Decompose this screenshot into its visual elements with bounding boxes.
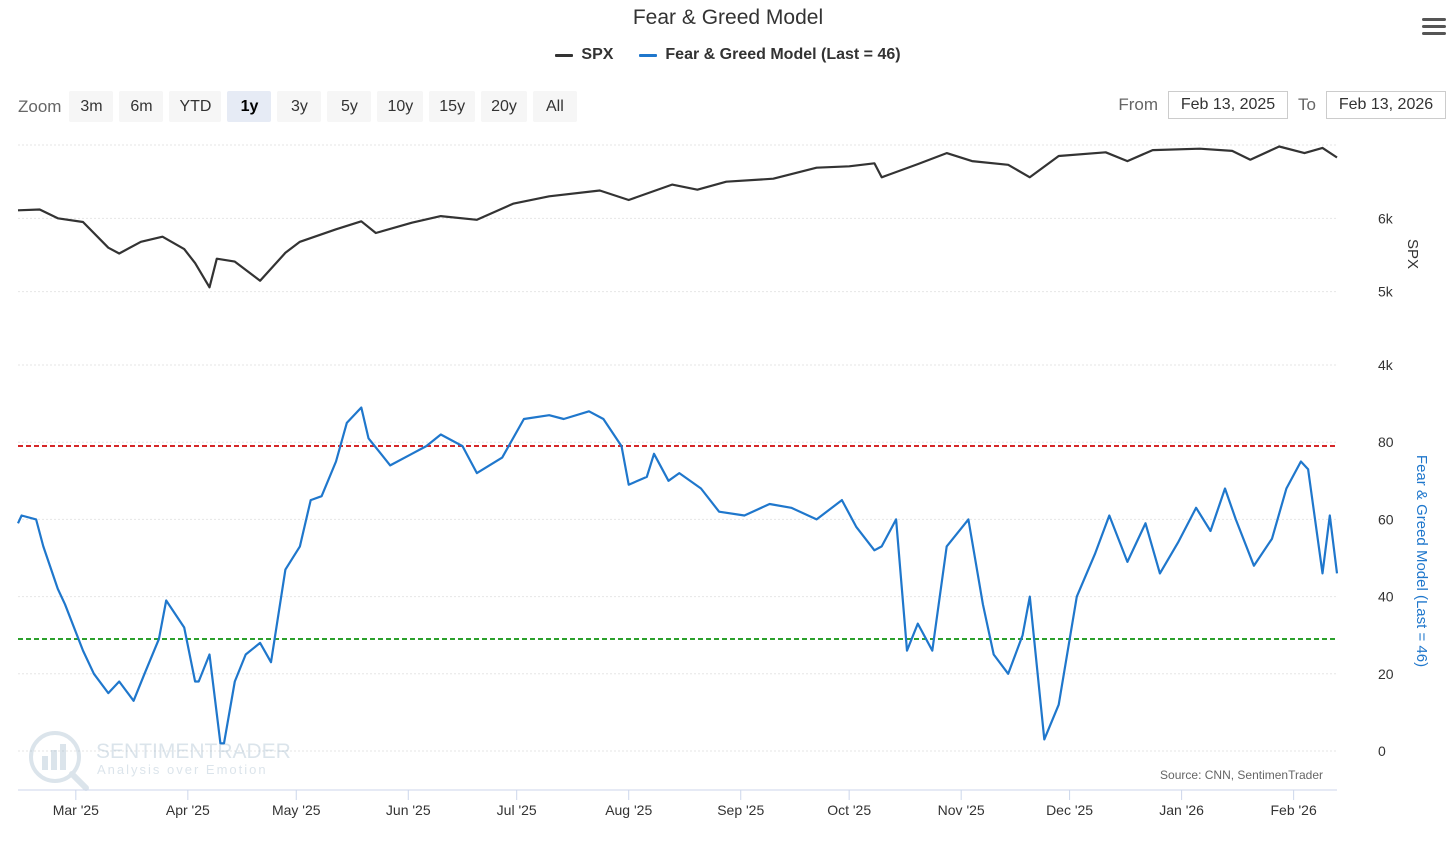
legend-swatch-fear-greed [639,53,658,57]
y-axes: 4k 5k 6k 0 20 40 60 80 [1378,210,1394,759]
legend-item-fear-greed[interactable]: Fear & Greed Model (Last = 46) [639,46,901,64]
zoom-bar: Zoom 3m 6m YTD 1y 3y 5y 10y 15y 20y All [18,91,577,122]
zoom-label: Zoom [18,96,62,116]
spx-series-line [17,145,1338,289]
fg-tick-label: 20 [1378,666,1394,682]
legend-label-fear-greed: Fear & Greed Model (Last = 46) [665,46,901,63]
legend-item-spx[interactable]: SPX [555,46,613,64]
fg-tick-label: 40 [1378,589,1394,605]
x-tick-label: May '25 [272,802,321,818]
zoom-20y-button[interactable]: 20y [481,91,527,122]
x-tick-label: Dec '25 [1046,802,1093,818]
source-note: Source: CNN, SentimenTrader [1160,768,1323,782]
zoom-all-button[interactable]: All [532,91,577,122]
legend-swatch-spx [555,53,574,57]
fg-tick-label: 60 [1378,511,1394,527]
legend-label-spx: SPX [581,46,614,63]
spx-tick-label: 6k [1378,210,1394,226]
x-tick-label: Oct '25 [827,802,871,818]
watermark: SENTIMENTRADER Analysis over Emotion [29,731,291,791]
zoom-6m-button[interactable]: 6m [119,91,164,122]
fg-tick-label: 0 [1378,743,1386,759]
hamburger-menu-icon[interactable] [1422,14,1446,36]
y-axis-title-spx: SPX [1404,239,1421,269]
date-range: From To [1118,91,1446,119]
watermark-name: SENTIMENTRADER [96,740,291,763]
zoom-ytd-button[interactable]: YTD [169,91,222,122]
watermark-tagline: Analysis over Emotion [97,762,268,777]
x-tick-label: Aug '25 [605,802,652,818]
spx-tick-label: 4k [1378,357,1394,373]
fg-tick-label: 80 [1378,434,1394,450]
x-tick-label: Apr '25 [166,802,210,818]
chart-title: Fear & Greed Model [632,6,824,29]
zoom-5y-button[interactable]: 5y [327,91,372,122]
from-label: From [1118,95,1159,114]
reference-lines [18,445,1337,641]
series-lines [17,145,1339,745]
watermark-logo-icon [29,731,81,783]
zoom-3y-button[interactable]: 3y [277,91,322,122]
x-tick-label: Jan '26 [1159,802,1204,818]
from-date-input[interactable] [1168,91,1289,119]
legend: SPX Fear & Greed Model (Last = 46) [0,46,1456,64]
x-tick-label: Nov '25 [938,802,985,818]
zoom-15y-button[interactable]: 15y [429,91,476,122]
y-axis-title-fear-greed: Fear & Greed Model (Last = 46) [1413,455,1430,667]
zoom-3m-button[interactable]: 3m [69,91,114,122]
x-tick-label: Feb '26 [1271,802,1317,818]
x-axis: Mar '25 Apr '25 May '25 Jun '25 Jul '25 Aug '… [18,789,1337,818]
spx-tick-label: 5k [1378,284,1394,300]
zoom-10y-button[interactable]: 10y [377,91,424,122]
x-tick-label: Mar '25 [53,802,99,818]
fear-greed-series-line [17,406,1339,745]
grid-lines [18,144,1337,752]
x-tick-label: Jun '25 [386,802,431,818]
zoom-1y-button[interactable]: 1y [227,91,272,122]
x-tick-label: Sep '25 [717,802,764,818]
to-label: To [1298,95,1316,114]
x-tick-label: Jul '25 [497,802,537,818]
to-date-input[interactable] [1326,91,1446,119]
